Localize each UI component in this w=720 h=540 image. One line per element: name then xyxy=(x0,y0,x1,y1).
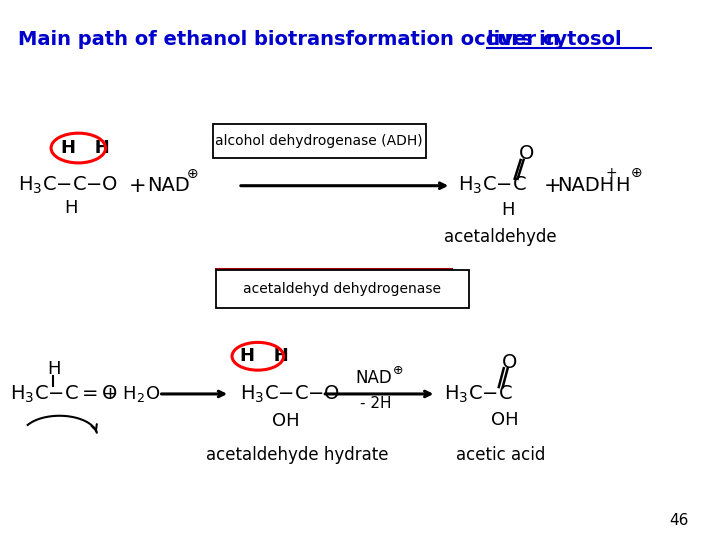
Text: NADH: NADH xyxy=(557,176,615,195)
Bar xyxy=(213,124,426,158)
Text: ⊕: ⊕ xyxy=(186,167,198,181)
Text: acetic acid: acetic acid xyxy=(456,447,546,464)
Text: liver cytosol: liver cytosol xyxy=(487,30,621,49)
Text: H$_3$C$-$C: H$_3$C$-$C xyxy=(458,175,527,197)
Text: OH: OH xyxy=(491,411,518,429)
Bar xyxy=(216,270,469,308)
Text: H: H xyxy=(615,176,629,195)
Text: H: H xyxy=(501,200,514,219)
Text: H$_3$C$-$C$=$O: H$_3$C$-$C$=$O xyxy=(10,383,118,404)
Text: acetaldehyde: acetaldehyde xyxy=(444,228,557,246)
Text: alcohol dehydrogenase (ADH): alcohol dehydrogenase (ADH) xyxy=(215,134,423,148)
Text: OH: OH xyxy=(271,411,300,430)
Text: H: H xyxy=(48,360,61,378)
Text: NAD: NAD xyxy=(355,369,392,387)
Text: Main path of ethanol biotransformation occurs in: Main path of ethanol biotransformation o… xyxy=(18,30,566,49)
Text: ⊕: ⊕ xyxy=(392,363,403,377)
Text: H   H: H H xyxy=(240,347,289,365)
Text: +: + xyxy=(129,176,147,195)
Text: acetaldehyd dehydrogenase: acetaldehyd dehydrogenase xyxy=(243,282,441,296)
Text: + H$_2$O: + H$_2$O xyxy=(102,384,161,404)
Text: O: O xyxy=(518,145,534,164)
Text: H$_3$C$-$C$-$O: H$_3$C$-$C$-$O xyxy=(240,383,341,404)
Text: 46: 46 xyxy=(670,513,689,528)
Text: O: O xyxy=(502,353,517,372)
Text: +: + xyxy=(606,166,618,180)
Text: H: H xyxy=(65,199,78,217)
Text: H$_3$C$-$C: H$_3$C$-$C xyxy=(444,383,513,404)
Text: - 2H: - 2H xyxy=(360,396,392,411)
Text: NAD: NAD xyxy=(147,176,189,195)
Text: +: + xyxy=(544,176,561,195)
Text: acetaldehyde hydrate: acetaldehyde hydrate xyxy=(206,447,389,464)
Text: H   H: H H xyxy=(61,139,110,157)
Text: ⊕: ⊕ xyxy=(631,166,642,180)
Text: H$_3$C$-$C$-$O: H$_3$C$-$C$-$O xyxy=(18,175,118,197)
